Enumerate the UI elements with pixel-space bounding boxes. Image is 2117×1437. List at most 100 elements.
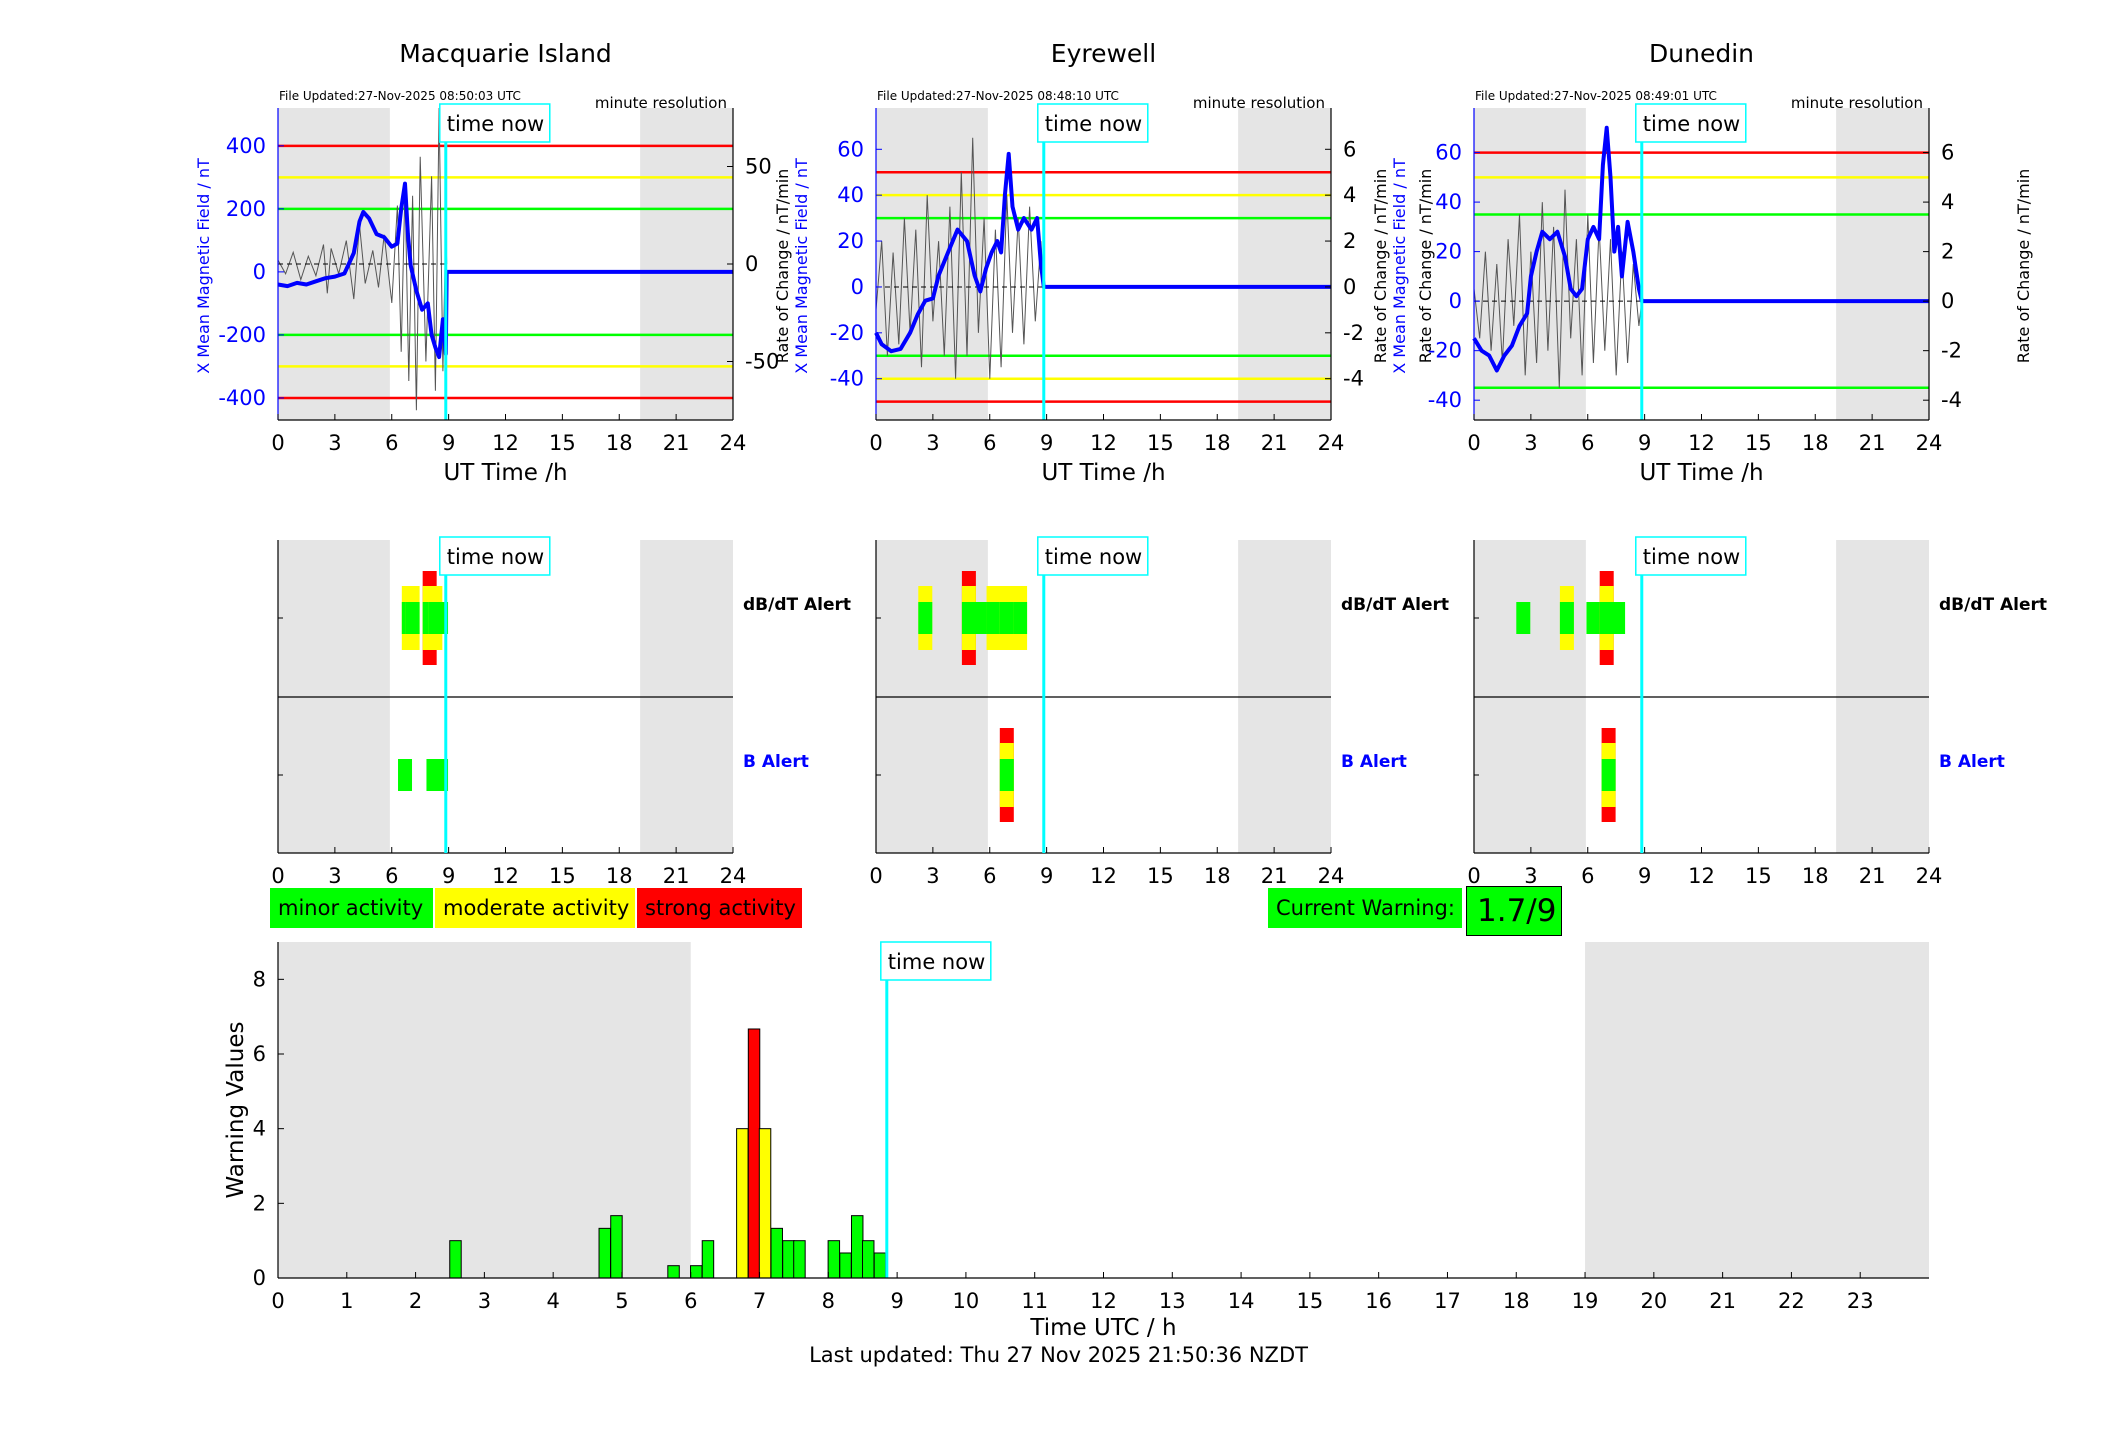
eyrewell-b-alert-bar-minor bbox=[999, 759, 1014, 791]
warning-chart-x-tick-label: 22 bbox=[1778, 1289, 1805, 1313]
dunedin-right-axis-label: Rate of Change / nT/min bbox=[2014, 169, 2033, 364]
eyrewell-alert-x-tick-label: 9 bbox=[1040, 864, 1053, 888]
dunedin-time-now-box bbox=[1635, 103, 1747, 143]
legend-moderate-activity: moderate activity bbox=[435, 888, 635, 928]
dunedin-left-tick-label: 40 bbox=[1435, 190, 1462, 214]
eyrewell-time-now-label: time now bbox=[1045, 112, 1142, 136]
dunedin-x-tick-label: 18 bbox=[1802, 431, 1829, 455]
eyrewell-alert-x-tick-label: 21 bbox=[1261, 864, 1288, 888]
macquarie-island-alert-x-tick-label: 3 bbox=[328, 864, 341, 888]
eyrewell-right-tick-label: -4 bbox=[1343, 367, 1364, 391]
current-warning-label: Current Warning: bbox=[1268, 888, 1462, 928]
warning-chart-x-tick-label: 1 bbox=[340, 1289, 353, 1313]
eyrewell-alert-time-now-box bbox=[1037, 536, 1149, 576]
warning-value-bar bbox=[690, 1265, 703, 1279]
eyrewell-title: Eyrewell bbox=[1051, 39, 1156, 68]
eyrewell-alert-x-tick-label: 3 bbox=[926, 864, 939, 888]
macquarie-island-right-tick-label: 0 bbox=[745, 252, 758, 276]
dunedin-right-tick-label: 0 bbox=[1941, 289, 1954, 313]
eyrewell-b-alert-label: B Alert bbox=[1341, 752, 1407, 772]
warning-chart-time-now-label: time now bbox=[888, 950, 985, 974]
dunedin-right-tick-label: 4 bbox=[1941, 190, 1954, 214]
eyrewell-alert-time-now-label: time now bbox=[1045, 545, 1142, 569]
dunedin-x-axis-label: UT Time /h bbox=[1639, 460, 1763, 486]
macquarie-island-b-alert-bar-minor bbox=[398, 759, 413, 791]
warning-chart-x-tick-label: 12 bbox=[1090, 1289, 1117, 1313]
eyrewell-x-mean-field-trace bbox=[874, 151, 1331, 354]
warning-chart-y-tick-label: 8 bbox=[253, 967, 266, 991]
eyrewell-alert-x-tick-label: 15 bbox=[1147, 864, 1174, 888]
macquarie-island-time-now-box bbox=[439, 103, 551, 143]
eyrewell-right-tick-label: -2 bbox=[1343, 321, 1364, 345]
warning-chart-x-tick-label: 18 bbox=[1503, 1289, 1530, 1313]
eyrewell-left-tick-label: 40 bbox=[837, 183, 864, 207]
warning-chart-x-tick-label: 3 bbox=[478, 1289, 491, 1313]
macquarie-island-alert-x-tick-label: 6 bbox=[385, 864, 398, 888]
eyrewell-left-tick-label: 0 bbox=[851, 275, 864, 299]
dunedin-resolution-label: minute resolution bbox=[1791, 94, 1923, 112]
dunedin-left-tick-label: -40 bbox=[1428, 388, 1462, 412]
legend-minor-activity: minor activity bbox=[270, 888, 433, 928]
warning-value-bar bbox=[861, 1240, 875, 1279]
eyrewell-dbdt-alert-bar-minor bbox=[975, 602, 990, 634]
warning-chart-x-tick-label: 10 bbox=[953, 1289, 980, 1313]
dunedin-alert-x-tick-label: 15 bbox=[1745, 864, 1772, 888]
eyrewell-left-tick-label: 20 bbox=[837, 229, 864, 253]
warning-chart-night-shade bbox=[1585, 942, 1929, 1278]
dunedin-dbdt-alert-label: dB/dT Alert bbox=[1939, 595, 2047, 615]
macquarie-island-left-tick-label: 200 bbox=[226, 197, 266, 221]
eyrewell-x-tick-label: 21 bbox=[1261, 431, 1288, 455]
eyrewell-alert-x-tick-label: 12 bbox=[1090, 864, 1117, 888]
dunedin-alert-x-tick-label: 24 bbox=[1916, 864, 1943, 888]
warning-chart-y-tick-label: 2 bbox=[253, 1191, 266, 1215]
dunedin-alert-x-tick-label: 3 bbox=[1524, 864, 1537, 888]
eyrewell-dbdt-alert-label: dB/dT Alert bbox=[1341, 595, 1449, 615]
warning-chart-x-tick-label: 7 bbox=[753, 1289, 766, 1313]
macquarie-island-x-axis-label: UT Time /h bbox=[443, 460, 567, 486]
warning-chart-x-tick-label: 21 bbox=[1709, 1289, 1736, 1313]
eyrewell-night-shade bbox=[1238, 108, 1331, 420]
warning-chart-x-tick-label: 5 bbox=[615, 1289, 628, 1313]
warning-chart-x-tick-label: 19 bbox=[1572, 1289, 1599, 1313]
eyrewell-dbdt-alert-bar-minor bbox=[986, 602, 1001, 634]
warning-chart-x-axis-label: Time UTC / h bbox=[1029, 1315, 1176, 1341]
warning-chart-y-axis-label: Warning Values bbox=[223, 1021, 249, 1198]
warning-chart-x-tick-label: 20 bbox=[1640, 1289, 1667, 1313]
macquarie-island-x-tick-label: 24 bbox=[720, 431, 747, 455]
warning-chart-night-shade bbox=[278, 942, 691, 1278]
macquarie-island-title: Macquarie Island bbox=[399, 39, 612, 68]
macquarie-island-resolution-label: minute resolution bbox=[595, 94, 727, 112]
macquarie-island-x-tick-label: 0 bbox=[271, 431, 284, 455]
eyrewell-left-tick-label: -20 bbox=[830, 321, 864, 345]
eyrewell-left-tick-label: -40 bbox=[830, 367, 864, 391]
dunedin-b-alert-label: B Alert bbox=[1939, 752, 2005, 772]
eyrewell-x-tick-label: 15 bbox=[1147, 431, 1174, 455]
warning-value-bar bbox=[449, 1240, 462, 1279]
dunedin-alert-time-now-box bbox=[1635, 536, 1747, 576]
macquarie-island-x-mean-field-trace bbox=[277, 181, 733, 359]
dunedin-x-tick-label: 3 bbox=[1524, 431, 1537, 455]
dunedin-alert-x-tick-label: 21 bbox=[1859, 864, 1886, 888]
warning-chart-x-tick-label: 2 bbox=[409, 1289, 422, 1313]
dunedin-dbdt-alert-bar-minor bbox=[1586, 602, 1601, 634]
dunedin-alert-time-now-label: time now bbox=[1643, 545, 1740, 569]
warning-chart-x-tick-label: 16 bbox=[1365, 1289, 1392, 1313]
macquarie-island-right-tick-label: -50 bbox=[745, 350, 779, 374]
macquarie-island-alert-x-tick-label: 12 bbox=[492, 864, 519, 888]
macquarie-island-rate-of-change-trace bbox=[277, 107, 448, 411]
macquarie-island-left-tick-label: -400 bbox=[218, 386, 266, 410]
eyrewell-dbdt-alert-bar-minor bbox=[999, 602, 1014, 634]
warning-chart-x-tick-label: 15 bbox=[1297, 1289, 1324, 1313]
macquarie-island-x-tick-label: 21 bbox=[663, 431, 690, 455]
eyrewell-x-tick-label: 9 bbox=[1040, 431, 1053, 455]
warning-chart-y-tick-label: 4 bbox=[253, 1117, 266, 1141]
warning-value-bar bbox=[758, 1128, 772, 1279]
dunedin-x-tick-label: 6 bbox=[1581, 431, 1594, 455]
macquarie-island-alert-x-tick-label: 9 bbox=[442, 864, 455, 888]
current-warning-value: 1.7/9 bbox=[1466, 886, 1562, 936]
dunedin-dbdt-alert-bar-minor bbox=[1599, 602, 1614, 634]
macquarie-island-x-tick-label: 9 bbox=[442, 431, 455, 455]
dunedin-x-mean-field-trace bbox=[1472, 125, 1929, 373]
eyrewell-x-tick-label: 12 bbox=[1090, 431, 1117, 455]
warning-chart-y-tick-label: 0 bbox=[253, 1266, 266, 1290]
